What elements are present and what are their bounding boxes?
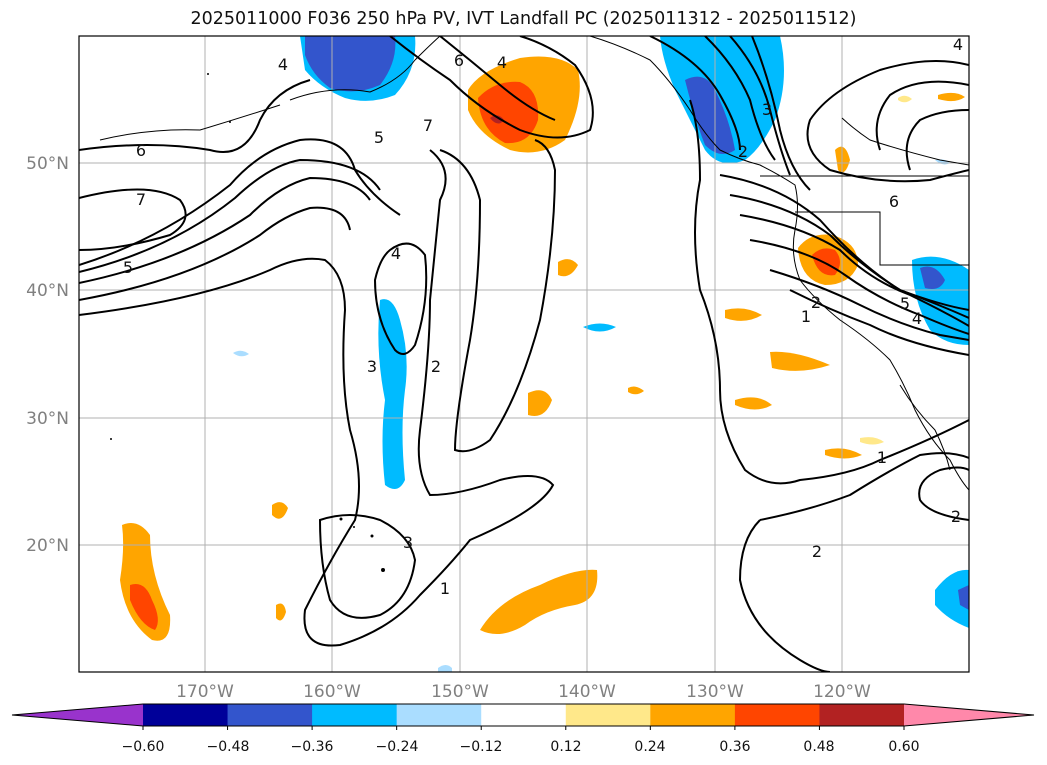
shade-small-1 <box>583 323 616 332</box>
shade-west-red <box>130 584 158 630</box>
shade-small-8 <box>725 308 762 321</box>
colorbar-tick-label: 0.12 <box>550 739 581 755</box>
colorbar <box>11 703 1035 730</box>
shade-small-12 <box>825 448 862 459</box>
shade-south-orange <box>480 569 598 634</box>
contour-label: 2 <box>431 357 441 376</box>
contour-label: 6 <box>136 141 146 160</box>
lon-label: 170°W <box>176 682 234 702</box>
contour-label: 1 <box>440 579 450 598</box>
colorbar-segment <box>734 704 820 726</box>
shade-se-blue <box>935 569 969 628</box>
negative-anomaly-shading <box>233 36 969 672</box>
map-title: 2025011000 F036 250 hPa PV, IVT Landfall… <box>190 9 857 29</box>
contour-label: 3 <box>762 100 772 119</box>
lat-label: 30°N <box>26 409 69 429</box>
colorbar-segment <box>312 704 398 726</box>
shade-small-2 <box>233 350 249 357</box>
contour-label: 2 <box>951 507 961 526</box>
lat-label: 50°N <box>26 154 69 174</box>
grid-lines <box>79 36 969 672</box>
shade-small-11 <box>276 603 286 621</box>
shade-small-3 <box>438 665 452 672</box>
contour-label: 5 <box>374 128 384 147</box>
shade-central-blue <box>378 299 407 489</box>
contour-labels: 4 6 4 5 7 6 7 5 4 3 2 3 1 3 2 6 2 1 5 4 … <box>123 35 963 598</box>
shade-socal-dark <box>920 266 945 289</box>
longitude-labels: 170°W 160°W 150°W 140°W 130°W 120°W <box>176 682 871 702</box>
pv-contours <box>79 36 969 672</box>
colorbar-tick-label: 0.60 <box>888 739 919 755</box>
shade-gulf-darkred <box>490 115 504 124</box>
colorbar-segment <box>227 704 313 726</box>
contour-label: 7 <box>136 190 146 209</box>
contour-label: 5 <box>900 294 910 313</box>
contour-label: 3 <box>403 533 413 552</box>
shade-gulf-red <box>478 81 539 144</box>
contour-label: 2 <box>812 542 822 561</box>
shade-small-7 <box>735 397 772 410</box>
shade-west-orange <box>120 522 171 641</box>
colorbar-segment <box>143 704 229 726</box>
contour-label: 4 <box>953 35 963 54</box>
contour-label: 4 <box>497 53 507 72</box>
shade-norcal-red <box>812 248 840 276</box>
shade-small-17 <box>898 95 912 103</box>
map-frame <box>78 35 970 673</box>
contour-label: 4 <box>912 309 922 328</box>
lon-label: 120°W <box>813 682 871 702</box>
colorbar-segment <box>565 704 651 726</box>
colorbar-tick-label: 0.36 <box>719 739 750 755</box>
shade-small-16 <box>628 386 644 395</box>
shade-small-6 <box>528 390 552 416</box>
colorbar-extend-max <box>904 704 1034 726</box>
colorbar-tick-labels: −0.60 −0.48 −0.36 −0.24 −0.12 0.12 0.24 … <box>122 739 920 755</box>
colorbar-segment <box>650 704 736 726</box>
lon-label: 160°W <box>303 682 361 702</box>
contour-label: 4 <box>278 55 288 74</box>
contour-label: 4 <box>391 244 401 263</box>
shade-small-10 <box>272 502 288 519</box>
shade-small-5 <box>770 351 830 371</box>
islands <box>110 73 385 572</box>
colorbar-tick-label: −0.48 <box>207 739 250 755</box>
lat-label: 40°N <box>26 281 69 301</box>
map-area: 4 6 4 5 7 6 7 5 4 3 2 3 1 3 2 6 2 1 5 4 … <box>79 35 969 672</box>
colorbar-segment <box>819 704 905 726</box>
colorbar-tick-label: 0.24 <box>634 739 665 755</box>
contour-label: 2 <box>811 293 821 312</box>
shade-se-dark <box>958 585 969 610</box>
contour-label: 5 <box>123 258 133 277</box>
contour-label: 1 <box>801 307 811 326</box>
contour-label: 3 <box>367 357 377 376</box>
colorbar-tick-label: −0.12 <box>460 739 503 755</box>
colorbar-tick-label: −0.60 <box>122 739 165 755</box>
shade-small-9 <box>558 259 578 277</box>
shade-small-13 <box>860 437 884 445</box>
colorbar-extend-min <box>12 704 143 726</box>
shade-alaska-dark <box>305 36 396 92</box>
contour-label: 6 <box>889 192 899 211</box>
coastlines <box>99 36 969 491</box>
colorbar-segment <box>396 704 482 726</box>
contour-label: 2 <box>738 142 748 161</box>
contour-label: 6 <box>454 51 464 70</box>
latitude-labels: 50°N 40°N 30°N 20°N <box>26 154 69 556</box>
contour-label: 1 <box>877 448 887 467</box>
contour-label: 7 <box>423 116 433 135</box>
colorbar-tick-label: 0.48 <box>803 739 834 755</box>
lon-label: 150°W <box>431 682 489 702</box>
shade-small-15 <box>938 92 965 102</box>
shade-bc-dark <box>685 76 735 154</box>
colorbar-segment <box>481 704 567 726</box>
lon-label: 130°W <box>686 682 744 702</box>
lat-label: 20°N <box>26 536 69 556</box>
lon-label: 140°W <box>558 682 616 702</box>
colorbar-tick-label: −0.24 <box>376 739 419 755</box>
colorbar-tick-label: −0.36 <box>291 739 334 755</box>
